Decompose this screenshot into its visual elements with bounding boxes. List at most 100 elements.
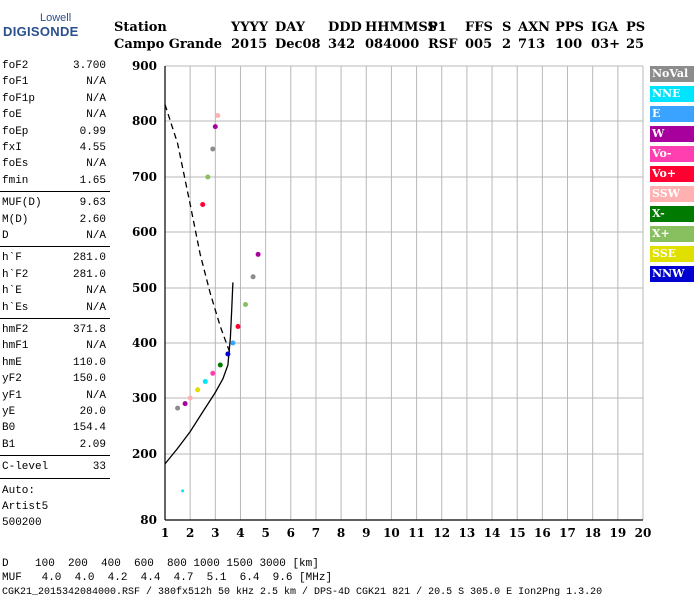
header-axn_label: AXN [518, 20, 551, 35]
header-station: Campo Grande [114, 37, 222, 52]
trace-2 [181, 489, 185, 493]
legend-item-noval: NoVal [650, 66, 694, 82]
trace-point [255, 251, 261, 257]
legend-item-x: X- [650, 206, 694, 222]
trace-point [250, 274, 256, 280]
x-tick-label: 9 [362, 526, 370, 540]
trace-point [195, 387, 201, 393]
header-ps_label: PS [626, 20, 646, 35]
param-value: N/A [86, 158, 106, 171]
param-name: MUF(D) [2, 197, 42, 210]
header-p1_label: P1 [428, 20, 447, 35]
y-tick-label: 500 [132, 281, 157, 295]
legend-item-vo: Vo+ [650, 166, 694, 182]
x-tick-label: 15 [509, 526, 526, 540]
trace-point [230, 340, 236, 346]
x-tick-label: 7 [312, 526, 320, 540]
legend-item-e: E [650, 106, 694, 122]
param-value: N/A [86, 285, 106, 298]
legend-item-vo: Vo- [650, 146, 694, 162]
x-tick-label: 16 [534, 526, 551, 540]
param-name: h`F [2, 252, 22, 265]
trace-1 [200, 113, 221, 207]
x-tick-label: 20 [635, 526, 652, 540]
param-value: 3.700 [72, 60, 106, 72]
logo-digisonde-text: DIGISONDE [3, 24, 79, 39]
header-ddd: 342 [328, 37, 356, 52]
trace-point [202, 379, 208, 384]
trace-point [181, 489, 185, 493]
x-tick-label: 12 [433, 526, 450, 540]
param-name: M(D) [2, 213, 29, 226]
distance-row: D 100 200 400 600 800 1000 1500 3000 [km… [2, 558, 319, 570]
header-s: 2 [502, 37, 512, 52]
legend-item-nne: NNE [650, 86, 694, 102]
param-separator [0, 246, 110, 248]
param-separator [0, 191, 110, 193]
trace-point [182, 401, 188, 407]
y-tick-label: 600 [132, 225, 157, 239]
param-name: hmF1 [2, 340, 29, 353]
param-value: N/A [86, 230, 106, 242]
header-ffs: 005 [465, 37, 493, 52]
param-value: 20.0 [79, 406, 106, 418]
header-ps: 25 [626, 37, 645, 52]
param-name: h`Es [2, 301, 29, 314]
param-name: foEs [2, 158, 29, 171]
trace-point [187, 395, 193, 401]
x-tick-label: 6 [287, 526, 295, 540]
param-value: 0.99 [79, 125, 106, 138]
param-value: 150.0 [72, 373, 106, 386]
trace-0 [175, 251, 261, 411]
y-tick-label: 800 [132, 114, 157, 128]
x-tick-label: 11 [408, 526, 425, 540]
param-value: N/A [86, 76, 106, 89]
param-name: foF1p [2, 92, 36, 105]
autoscale-label: Auto: [2, 485, 36, 497]
param-value: 2.09 [79, 438, 106, 451]
trace-point [215, 113, 221, 118]
trace-point [175, 405, 181, 411]
param-value: 281.0 [72, 252, 106, 265]
x-tick-label: 13 [459, 526, 476, 540]
param-separator [0, 477, 110, 479]
param-name: B1 [2, 438, 16, 451]
param-name: D [2, 230, 9, 242]
param-value: 371.8 [72, 324, 106, 336]
trace-point [243, 302, 248, 307]
header-yyyy_label: YYYY [231, 20, 269, 35]
param-name: fxI [2, 142, 22, 154]
param-value: 9.63 [79, 197, 106, 210]
legend-item-nnw: NNW [650, 266, 694, 282]
param-name: hmE [2, 356, 22, 369]
logo-lowell-text: Lowell [40, 12, 72, 24]
header-pps: 100 [555, 37, 583, 52]
param-name: B0 [2, 422, 16, 435]
legend-item-w: W [650, 126, 694, 142]
param-name: h`E [2, 285, 22, 298]
autoscale-code: 500200 [2, 517, 42, 529]
header-station_label: Station [114, 20, 167, 35]
param-value: 281.0 [72, 268, 106, 281]
legend-item-x: X+ [650, 226, 694, 242]
header-ffs_label: FFS [465, 20, 493, 35]
header-axn: 713 [518, 37, 546, 52]
param-value: N/A [86, 389, 106, 402]
param-value: 154.4 [72, 422, 106, 435]
header-iga: 03+ [591, 37, 620, 52]
muf-row: MUF 4.0 4.0 4.2 4.4 4.7 5.1 6.4 9.6 [MHz… [2, 572, 333, 584]
header-s_label: S [502, 20, 512, 35]
header-hhmmss: 084000 [365, 37, 420, 52]
header-pps_label: PPS [555, 20, 584, 35]
param-value: 2.60 [79, 213, 106, 226]
y-tick-label: 900 [132, 59, 157, 73]
x-tick-label: 8 [337, 526, 345, 540]
header-day_label: DAY [275, 20, 305, 35]
trace-point [200, 202, 206, 207]
param-name: foEp [2, 125, 29, 138]
footer-info: CGK21_2015342084000.RSF / 380fx512h 50 k… [2, 587, 603, 598]
param-name: yE [2, 406, 16, 418]
x-tick-label: 2 [186, 526, 194, 540]
x-tick-label: 19 [609, 526, 626, 540]
param-value: 33 [92, 461, 106, 474]
